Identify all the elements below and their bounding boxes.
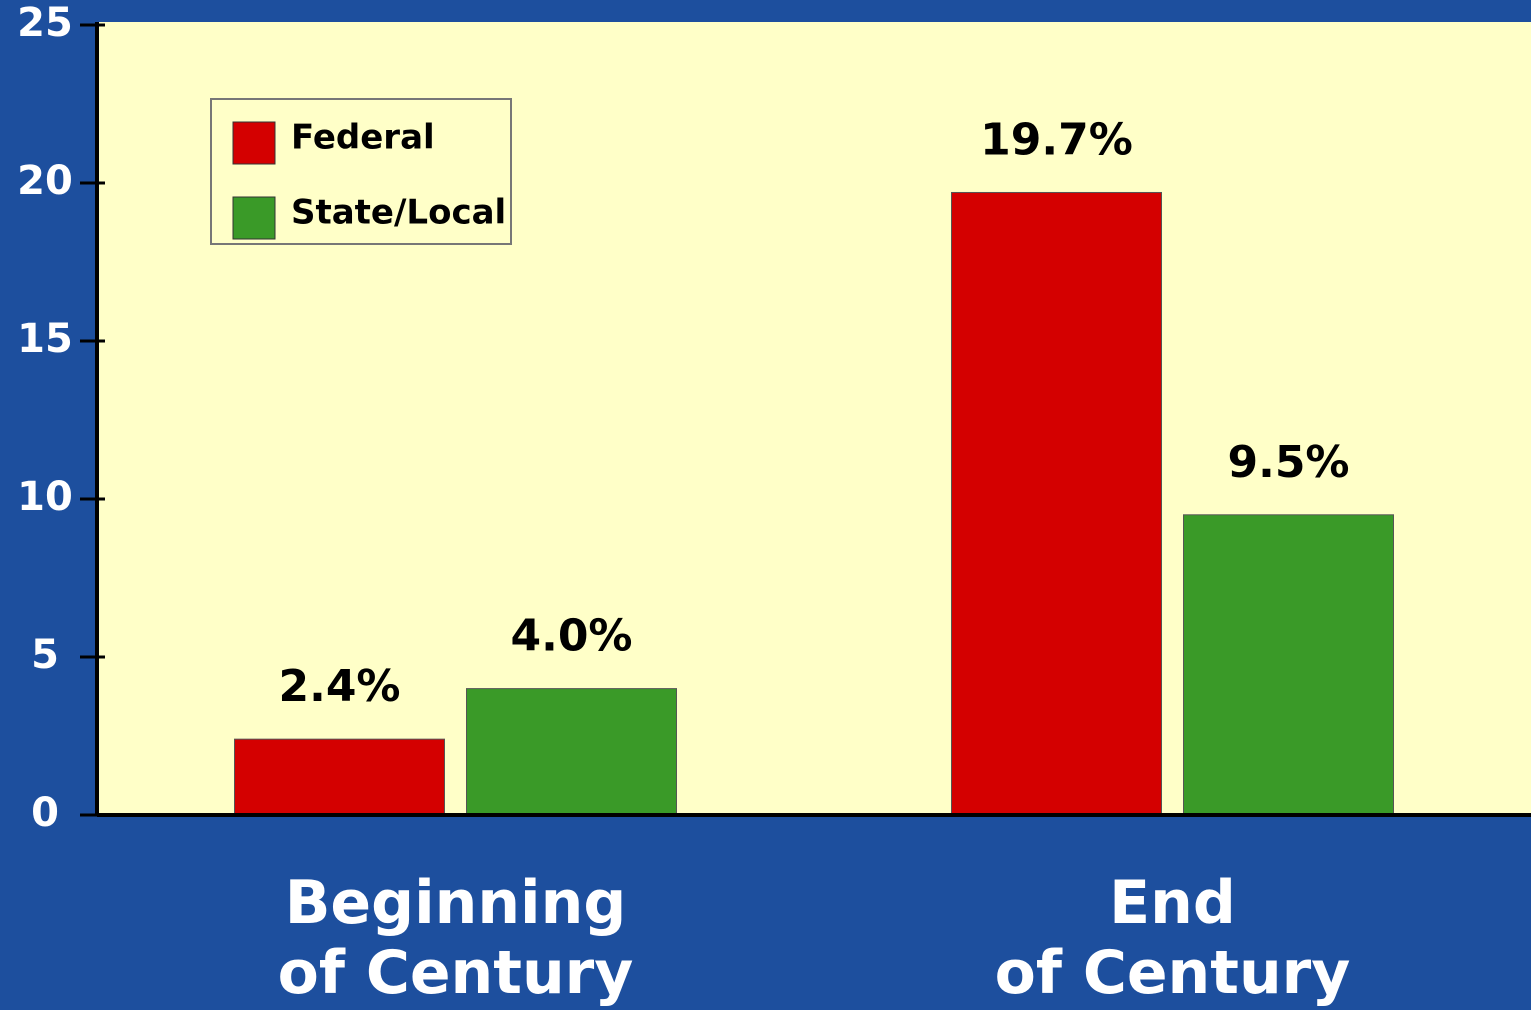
- bar: [234, 738, 445, 816]
- y-tick-label: 20: [17, 158, 73, 204]
- legend-label: Federal: [291, 118, 435, 158]
- legend-swatch: [232, 121, 276, 165]
- legend-label: State/Local: [291, 193, 506, 233]
- bar: [466, 688, 677, 816]
- y-tick-label: 0: [31, 790, 59, 836]
- data-label: 4.0%: [510, 611, 632, 662]
- y-tick-label: 5: [31, 632, 59, 678]
- legend-swatch: [232, 196, 276, 240]
- y-tick-label: 15: [17, 316, 73, 362]
- x-tick-label: Beginning of Century: [277, 868, 634, 1008]
- data-label: 9.5%: [1227, 437, 1349, 488]
- data-label: 2.4%: [278, 661, 400, 712]
- y-tick-label: 10: [17, 474, 73, 520]
- x-tick-label: End of Century: [994, 868, 1351, 1008]
- y-tick-label: 25: [17, 0, 73, 46]
- bar: [951, 191, 1162, 816]
- data-label: 19.7%: [980, 114, 1133, 165]
- bar: [1183, 514, 1394, 816]
